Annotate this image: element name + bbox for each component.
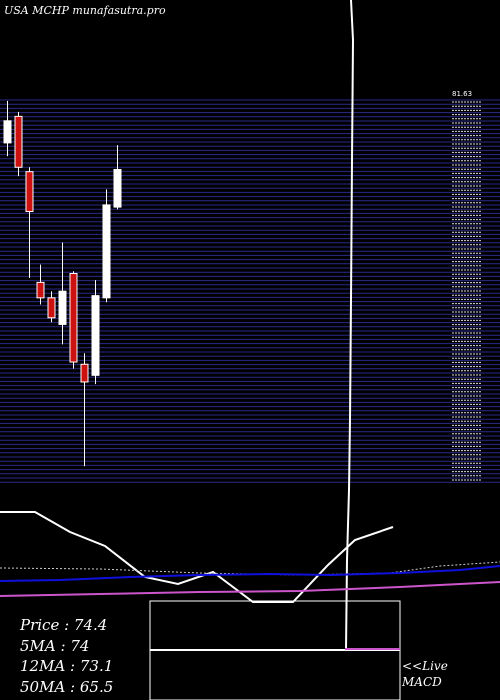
price-grid [0, 99, 500, 483]
candlesticks [3, 100, 122, 467]
candle-body-8 [91, 295, 100, 376]
price-stat: Price : 74.4 [19, 616, 107, 634]
macd-line [0, 511, 394, 603]
candle-body-10 [113, 168, 122, 208]
candle-body-6 [69, 273, 78, 363]
candle-body-4 [47, 297, 56, 319]
y-tick-top: 81.63 [452, 90, 472, 98]
candle-body-3 [36, 281, 45, 299]
candle-body-1 [14, 115, 23, 168]
y-axis-ticks [452, 101, 482, 481]
ma5-stat: 5MA : 74 [20, 637, 89, 655]
ma50-stat: 50MA : 65.5 [20, 678, 113, 696]
candle-body-0 [3, 120, 12, 144]
macd-label: MACD [401, 675, 442, 689]
chart-title: USA MCHP munafasutra.pro [4, 4, 166, 17]
live-label[interactable]: <<Live [402, 659, 448, 673]
candle-body-9 [102, 204, 111, 299]
magenta-ma-line [0, 581, 500, 597]
candle-body-2 [25, 171, 34, 213]
candle-body-7 [80, 363, 89, 383]
blue-ma-line [0, 565, 500, 582]
candle-body-5 [58, 290, 67, 325]
ma12-stat: 12MA : 73.1 [20, 657, 113, 675]
